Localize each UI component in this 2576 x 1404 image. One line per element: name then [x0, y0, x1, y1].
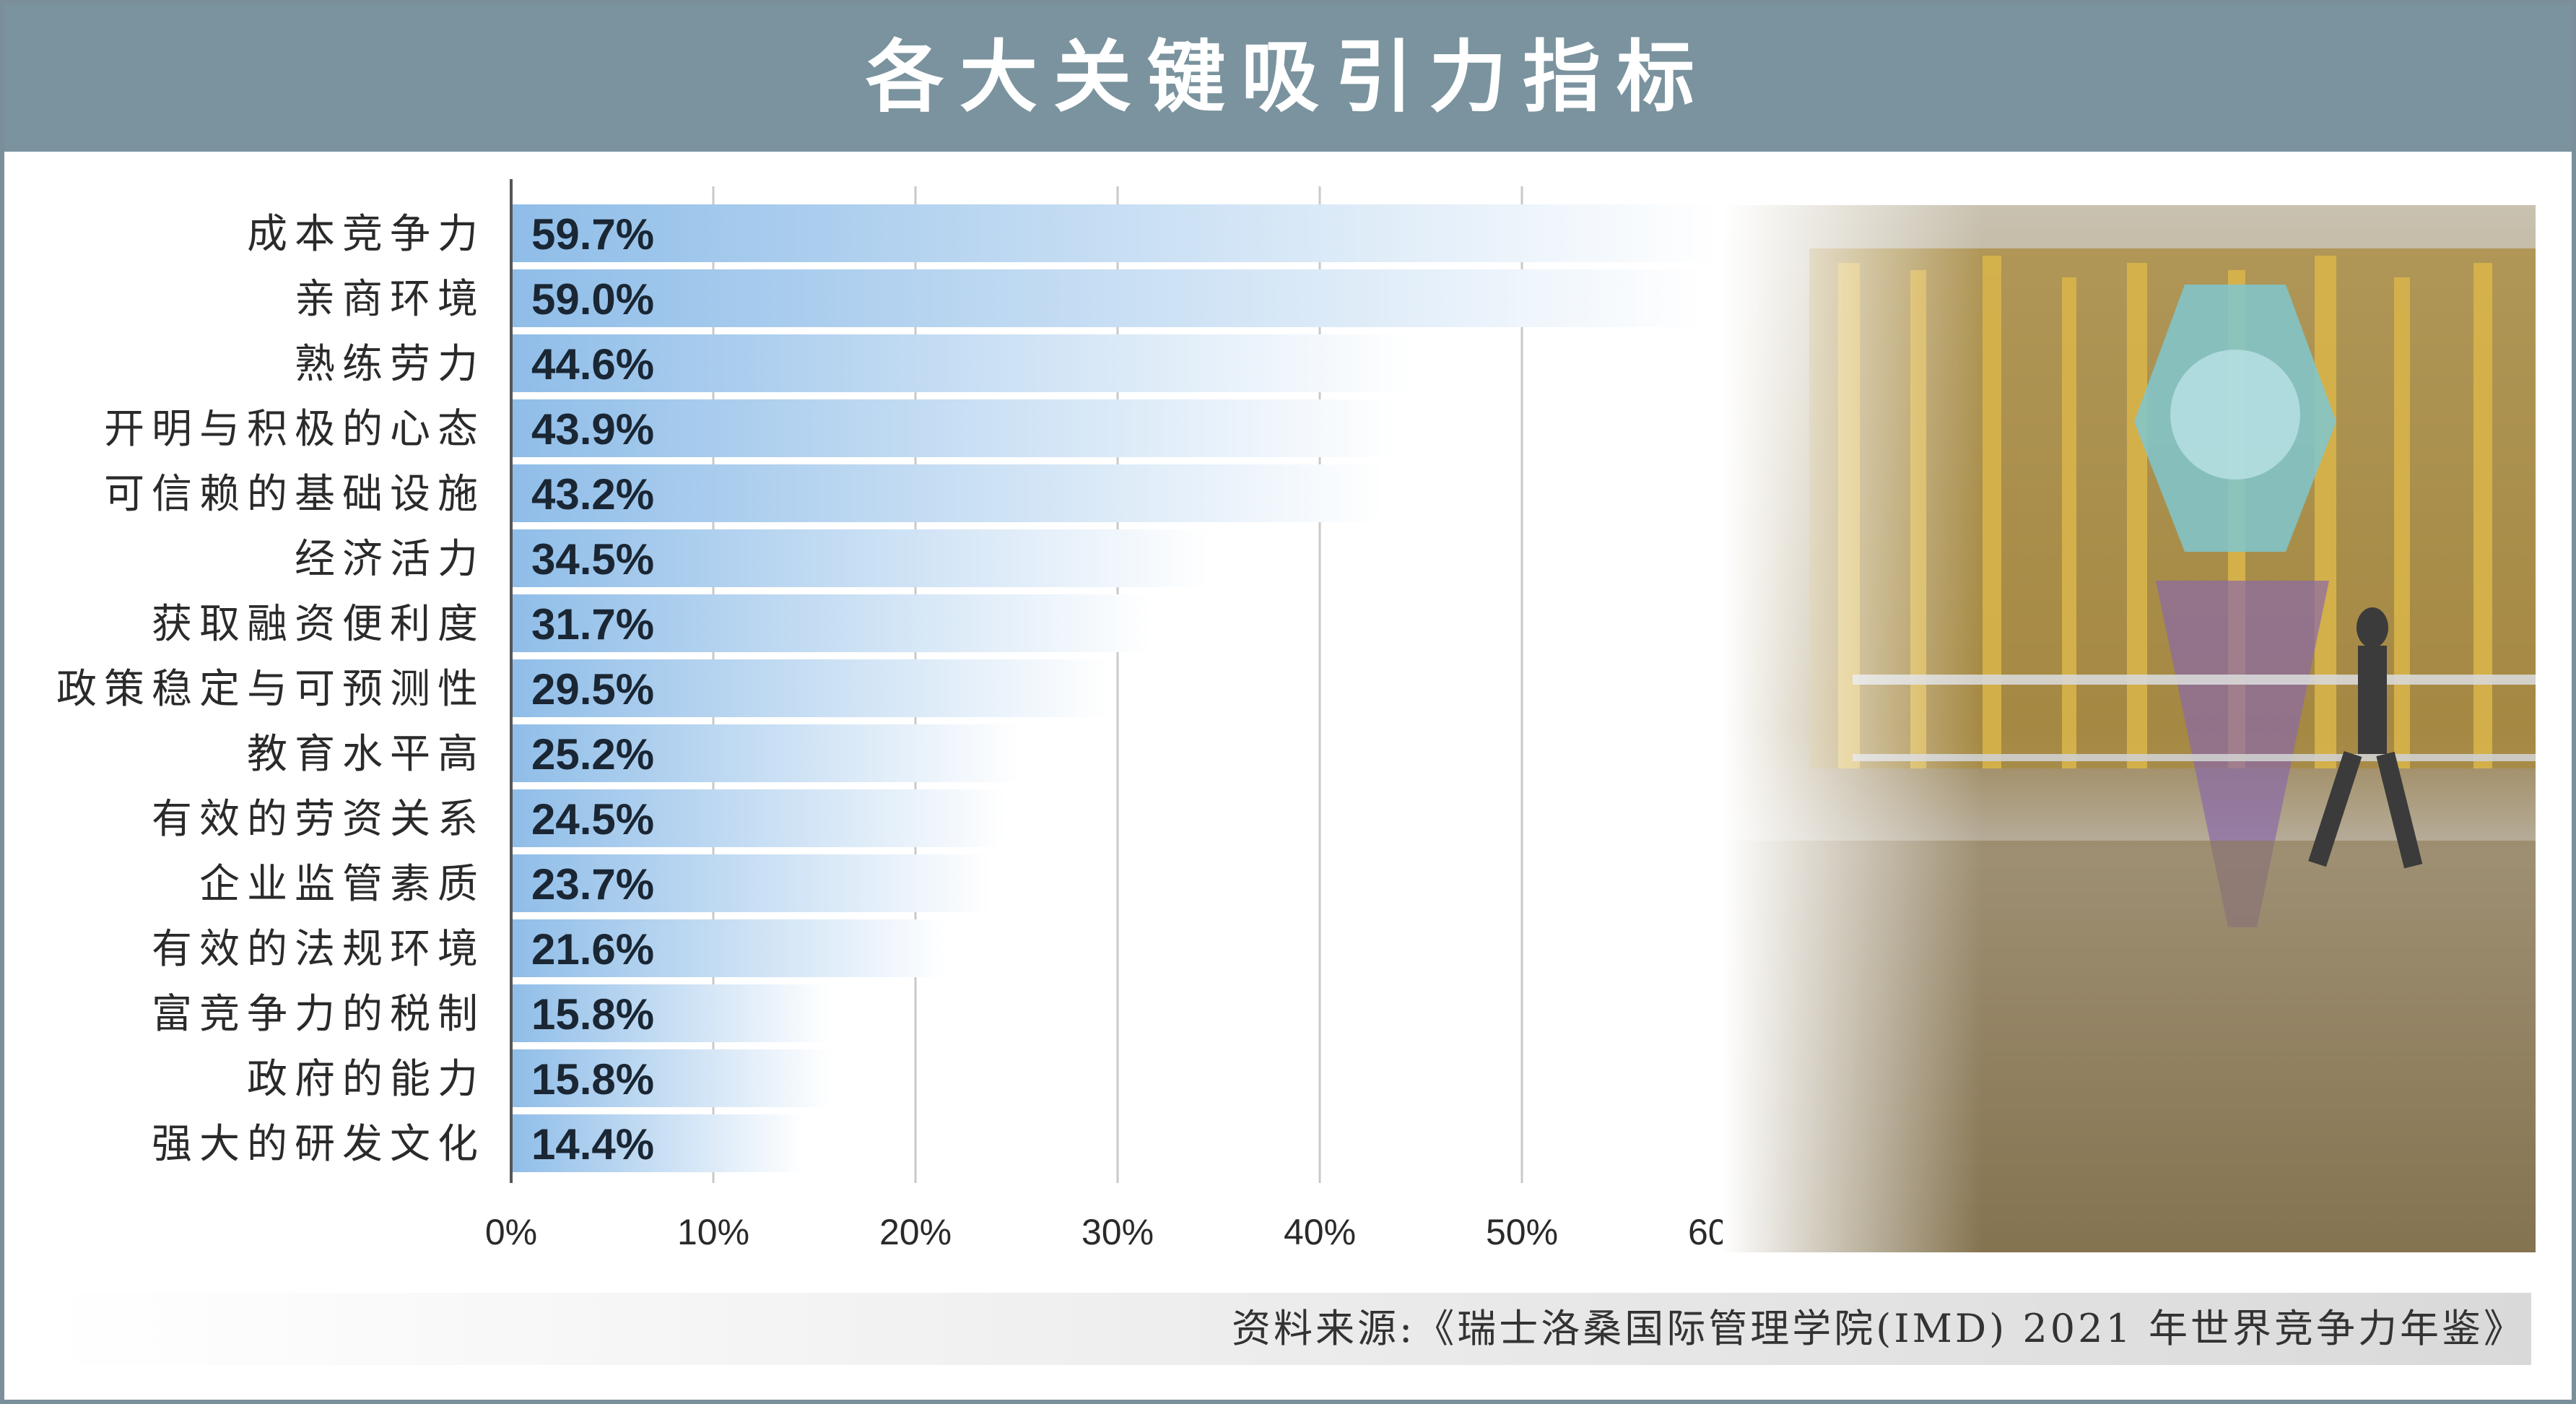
x-tick-label: 0%: [485, 1212, 537, 1252]
value-label: 24.5%: [531, 795, 654, 844]
source-band: [51, 1293, 2531, 1365]
x-tick-label: 10%: [677, 1212, 749, 1252]
value-label: 43.9%: [531, 405, 654, 454]
x-tick-label: 40%: [1284, 1212, 1356, 1252]
category-label: 有效的劳资关系: [152, 796, 485, 843]
value-label: 14.4%: [531, 1120, 654, 1169]
bar: [511, 529, 1209, 587]
bar: [511, 594, 1152, 652]
category-label: 富竞争力的税制: [152, 991, 485, 1038]
bar: [511, 334, 1413, 392]
value-label: 43.2%: [531, 470, 654, 519]
bar: [511, 919, 948, 977]
value-label: 59.7%: [531, 210, 654, 259]
category-label: 教育水平高: [247, 731, 485, 778]
category-label: 熟练劳力: [295, 341, 485, 388]
bar: [511, 269, 1704, 327]
value-label: 25.2%: [531, 730, 654, 779]
bar: [511, 204, 1718, 262]
x-tick-label: 30%: [1082, 1212, 1154, 1252]
bar: [511, 724, 1021, 782]
value-label: 21.6%: [531, 925, 654, 974]
category-label: 强大的研发文化: [152, 1121, 485, 1168]
bar: [511, 659, 1108, 717]
value-label: 29.5%: [531, 665, 654, 714]
bar: [511, 854, 991, 912]
x-tick-label: 50%: [1486, 1212, 1558, 1252]
category-label: 政策稳定与可预测性: [56, 666, 485, 713]
value-label: 59.0%: [531, 275, 654, 324]
source-note: 资料来源:《瑞士洛桑国际管理学院(IMD) 2021 年世界竞争力年鉴》: [1232, 1306, 2525, 1351]
category-label: 可信赖的基础设施: [104, 471, 485, 518]
title-bar: 各大关键吸引力指标: [4, 4, 2572, 152]
bar: [511, 984, 831, 1042]
chart-title: 各大关键吸引力指标: [865, 32, 1710, 123]
bar: [511, 1049, 831, 1107]
bar: [511, 399, 1399, 457]
value-label: 23.7%: [531, 860, 654, 909]
mall-photo: [1723, 205, 2536, 1252]
value-label: 31.7%: [531, 600, 654, 649]
bar: [511, 1114, 803, 1172]
x-tick-label: 60%: [1688, 1212, 1723, 1252]
axes: 0% 10% 20% 30% 40% 50% 60% 成本竞争力亲商环境熟练劳力开明与积极的心…: [56, 179, 1723, 1252]
bar-chart: 59.7% 59.0% 44.6% 43.9% 43.2% 34.5% 31.7% 29.5%…: [56, 179, 1723, 1252]
category-label: 政府的能力: [247, 1056, 485, 1103]
category-label: 企业监管素质: [199, 861, 485, 908]
value-label: 34.5%: [531, 535, 654, 584]
category-label: 有效的法规环境: [152, 926, 485, 973]
category-label: 经济活力: [295, 536, 485, 583]
category-label: 获取融资便利度: [152, 601, 485, 648]
bar: [511, 789, 1006, 847]
x-tick-label: 20%: [879, 1212, 952, 1252]
category-label: 成本竞争力: [247, 211, 485, 258]
value-label: 15.8%: [531, 990, 654, 1039]
value-label: 15.8%: [531, 1055, 654, 1104]
bar: [511, 464, 1385, 522]
category-label: 开明与积极的心态: [104, 406, 485, 453]
bars: 59.7% 59.0% 44.6% 43.9% 43.2% 34.5% 31.7% 29.5%…: [511, 204, 1718, 1172]
category-label: 亲商环境: [295, 276, 485, 323]
value-label: 44.6%: [531, 340, 654, 389]
